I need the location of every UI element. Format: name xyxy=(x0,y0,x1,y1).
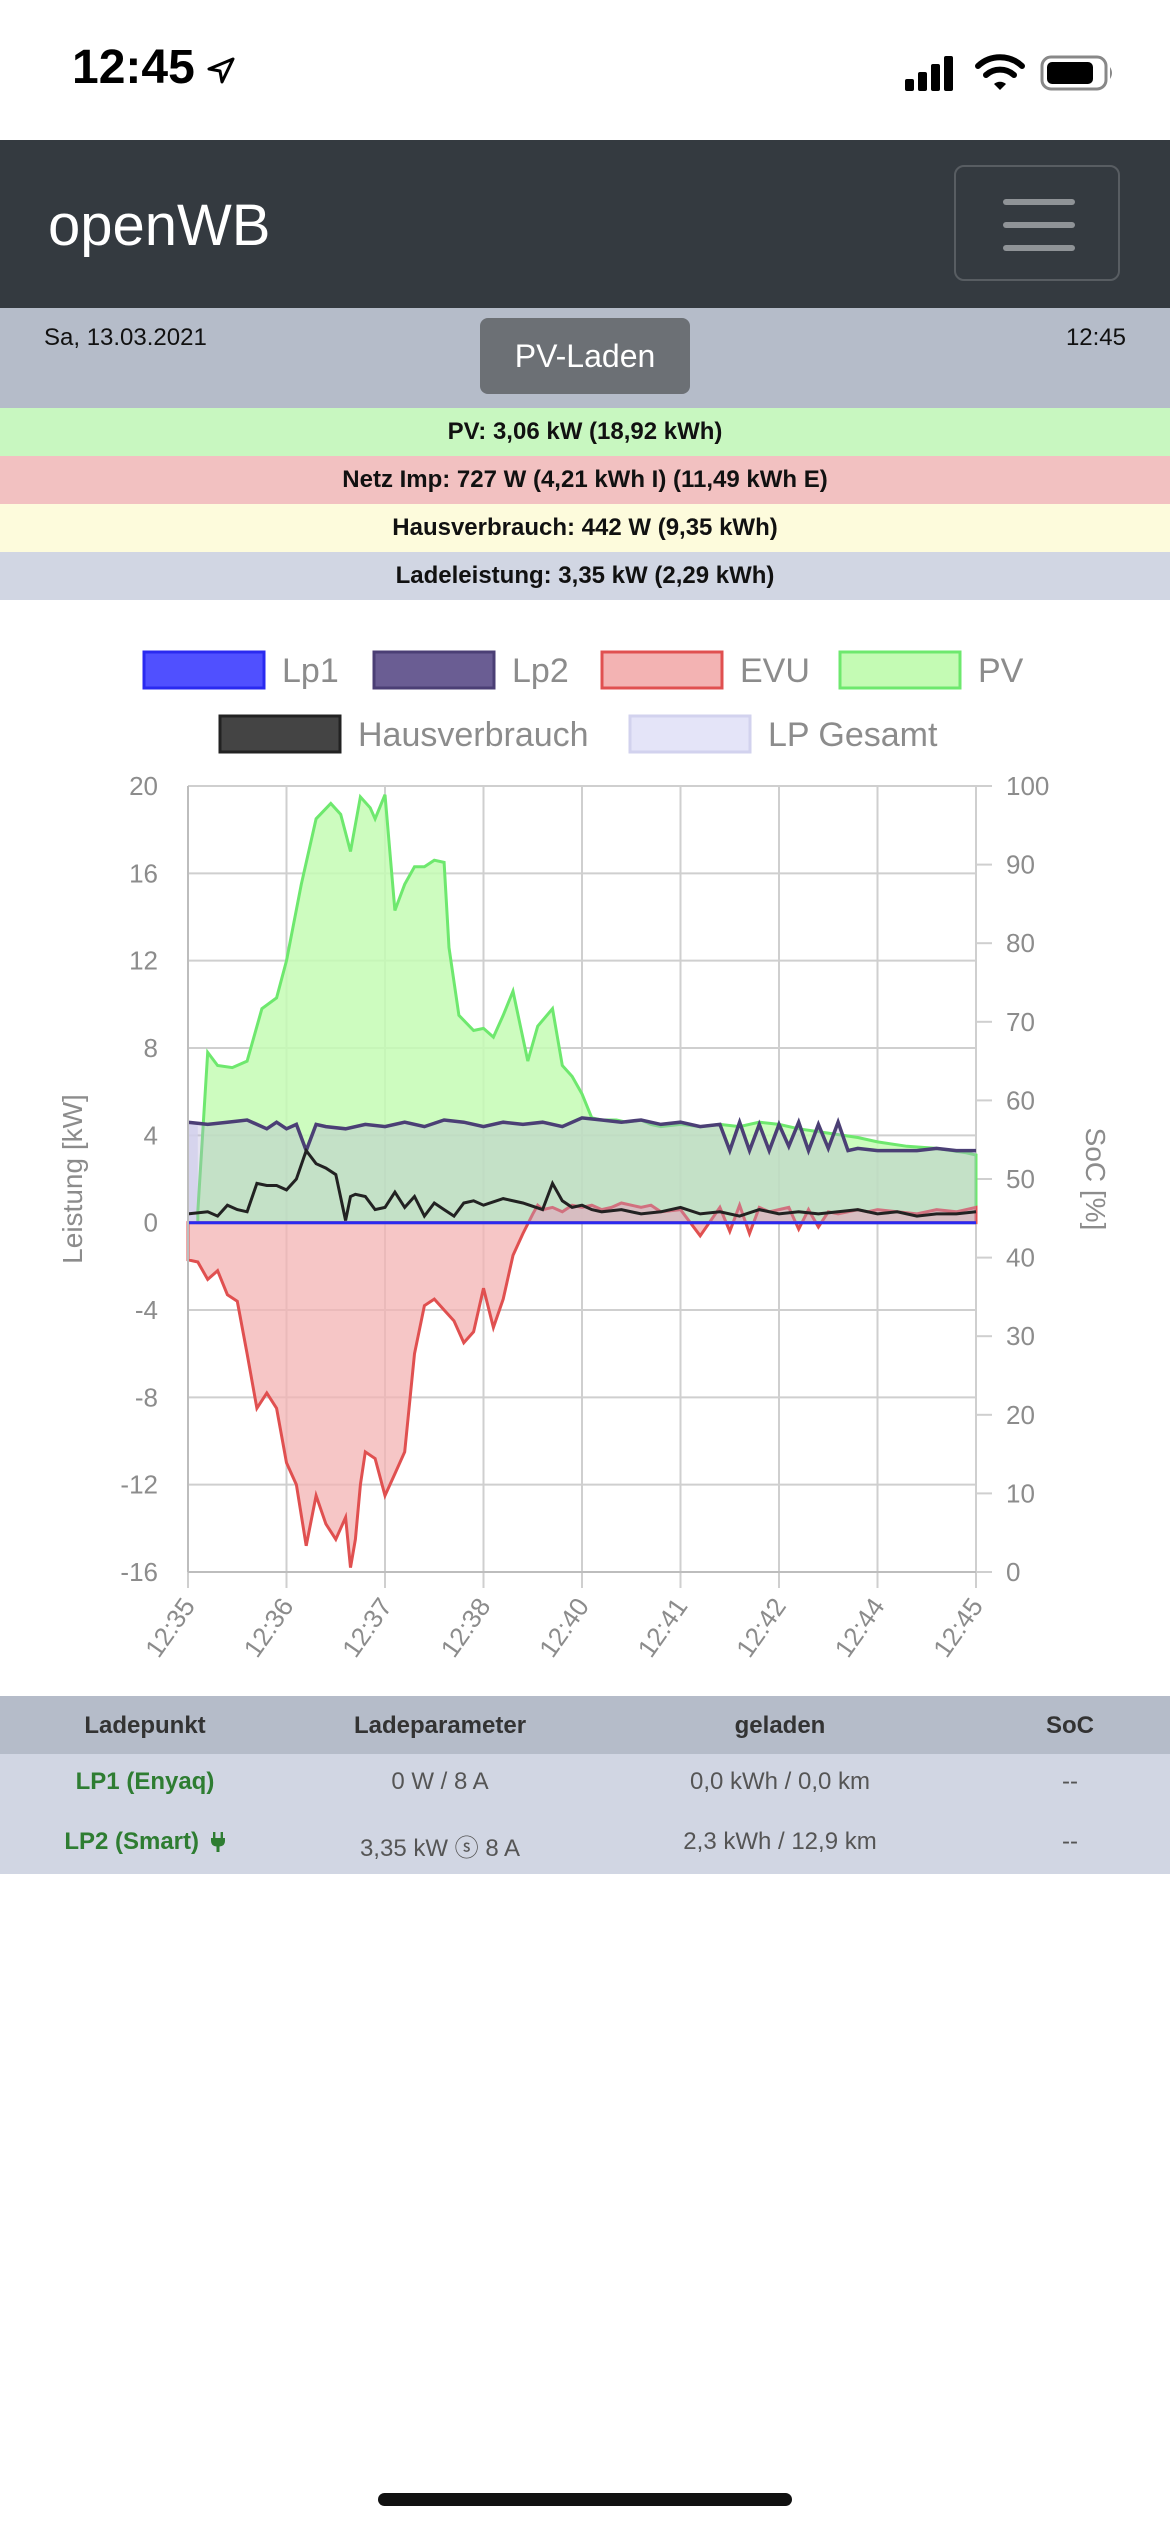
table-row-lp2-geladen: 2,3 kWh / 12,9 km xyxy=(683,1828,877,1855)
charge-point-table: Ladepunkt Ladeparameter geladen SoC LP1 … xyxy=(0,1696,1170,1874)
power-chart: Lp1 Lp2 EVU PV Hausverbrauch LP Gesamt 20 16 12 8… xyxy=(0,600,1170,1696)
series-lp2-area xyxy=(188,1117,976,1223)
y-tick-label-2: 12 xyxy=(129,946,158,976)
x-tick-label-1: 12:36 xyxy=(238,1592,300,1663)
y-tick-label-7: -8 xyxy=(135,1382,158,1412)
table-row-lp2-parameter: 3,35 kW ⓢ 8 A xyxy=(359,1835,521,1862)
y-tick-label-8: -12 xyxy=(120,1470,158,1500)
table-header: Ladepunkt Ladeparameter geladen SoC xyxy=(0,1696,1170,1754)
y2-tick-label-0: 100 xyxy=(1006,771,1049,801)
battery-icon xyxy=(1040,55,1112,91)
current-time: 12:45 xyxy=(1065,324,1126,351)
current-date: Sa, 13.03.2021 xyxy=(44,324,207,351)
legend-swatch-5 xyxy=(628,714,752,754)
legend-label-0: Lp1 xyxy=(282,652,339,690)
y2-tick-label-1: 90 xyxy=(1006,850,1035,880)
hamburger-icon xyxy=(1003,199,1075,205)
table-row-lp1-name[interactable]: LP1 (Enyaq) xyxy=(75,1768,215,1795)
legend-label-4: Hausverbrauch xyxy=(358,716,589,754)
charging-power-summary: Ladeleistung: 3,35 kW (2,29 kWh) xyxy=(0,552,1170,600)
date-bar: Sa, 13.03.2021 PV-Laden 12:45 xyxy=(0,308,1170,408)
y-tick-label-9: -16 xyxy=(120,1557,158,1587)
house-consumption-summary: Hausverbrauch: 442 W (9,35 kWh) xyxy=(0,504,1170,552)
legend-swatch-2 xyxy=(600,650,724,690)
grid-summary: Netz Imp: 727 W (4,21 kWh I) (11,49 kWh … xyxy=(0,456,1170,504)
series-lp2-line xyxy=(187,1116,976,1156)
charge-mode-button[interactable]: PV-Laden xyxy=(480,318,690,394)
status-bar: 12:45 xyxy=(0,0,1170,140)
navbar: openWB xyxy=(0,140,1170,308)
table-row-lp2-name[interactable]: LP2 (Smart) xyxy=(0,1828,290,1856)
hamburger-icon-bar xyxy=(1003,222,1075,228)
x-tick-label-2: 12:37 xyxy=(336,1592,398,1663)
y2-tick-label-4: 60 xyxy=(1006,1085,1035,1115)
legend-swatch-1 xyxy=(372,650,496,690)
x-tick-label-6: 12:42 xyxy=(730,1592,792,1663)
plug-icon xyxy=(210,1832,225,1852)
y-tick-label-4: 4 xyxy=(144,1120,158,1150)
table-row-lp1-soc: -- xyxy=(1062,1768,1078,1795)
y2-tick-label-8: 20 xyxy=(1006,1400,1035,1430)
legend-label-1: Lp2 xyxy=(512,652,569,690)
y-tick-label-3: 8 xyxy=(144,1033,158,1063)
pv-summary: PV: 3,06 kW (18,92 kWh) xyxy=(0,408,1170,456)
legend-swatch-0 xyxy=(142,650,266,690)
x-tick-label-3: 12:38 xyxy=(435,1592,497,1663)
series-lp-gesamt-area xyxy=(188,1122,198,1223)
y2-tick-label-6: 40 xyxy=(1006,1243,1035,1273)
brand-logo[interactable]: openWB xyxy=(48,193,271,258)
y-tick-label-1: 16 xyxy=(129,858,158,888)
table-row-lp2-label: LP2 (Smart) xyxy=(64,1828,200,1855)
status-time: 12:45 xyxy=(72,41,195,94)
y-tick-label-0: 20 xyxy=(129,771,158,801)
x-tick-label-0: 12:35 xyxy=(139,1592,201,1663)
legend-label-2: EVU xyxy=(740,652,810,690)
y-tick-label-5: 0 xyxy=(144,1208,158,1238)
hamburger-icon-bar xyxy=(1003,245,1075,251)
table-row-lp1-parameter: 0 W / 8 A xyxy=(391,1768,489,1795)
legend-swatch-3 xyxy=(838,650,962,690)
legend-label-3: PV xyxy=(978,652,1024,690)
x-tick-label-5: 12:41 xyxy=(632,1592,694,1663)
y2-tick-label-10: 0 xyxy=(1006,1557,1020,1587)
y2-tick-label-3: 70 xyxy=(1006,1007,1035,1037)
y2-tick-label-2: 80 xyxy=(1006,928,1035,958)
x-tick-label-7: 12:44 xyxy=(829,1592,891,1663)
legend-swatch-4 xyxy=(218,714,342,754)
header-ladepunkt: Ladepunkt xyxy=(84,1712,206,1739)
cellular-signal-icon xyxy=(905,56,953,91)
header-ladeparameter: Ladeparameter xyxy=(353,1712,527,1739)
header-soc: SoC xyxy=(1046,1712,1094,1739)
wifi-icon xyxy=(975,54,1025,90)
y2-tick-label-7: 30 xyxy=(1006,1321,1035,1351)
location-arrow-icon xyxy=(207,57,235,84)
series-pv-area xyxy=(196,793,978,1225)
home-indicator xyxy=(378,2493,792,2506)
y-axis-title: Leistung [kW] xyxy=(57,1094,88,1264)
y-tick-label-6: -4 xyxy=(135,1295,158,1325)
table-row-lp1-geladen: 0,0 kWh / 0,0 km xyxy=(689,1768,871,1795)
x-tick-label-8: 12:45 xyxy=(927,1592,989,1663)
table-body: LP1 (Enyaq) 0 W / 8 A 0,0 kWh / 0,0 km -… xyxy=(0,1754,1170,1874)
header-geladen: geladen xyxy=(734,1712,826,1739)
y2-axis-title: SoC [%] xyxy=(1080,1128,1111,1231)
series-hausverbrauch-line xyxy=(187,1147,977,1221)
legend-label-5: LP Gesamt xyxy=(768,716,938,754)
x-tick-label-4: 12:40 xyxy=(533,1592,595,1663)
y2-tick-label-5: 50 xyxy=(1006,1164,1035,1194)
power-chart-svg: Lp1 Lp2 EVU PV Hausverbrauch LP Gesamt 20 16 12 8… xyxy=(57,650,1111,1663)
table-row-lp2-soc: -- xyxy=(1062,1828,1078,1855)
menu-toggle-button[interactable] xyxy=(954,165,1120,281)
y2-tick-label-9: 10 xyxy=(1006,1478,1035,1508)
